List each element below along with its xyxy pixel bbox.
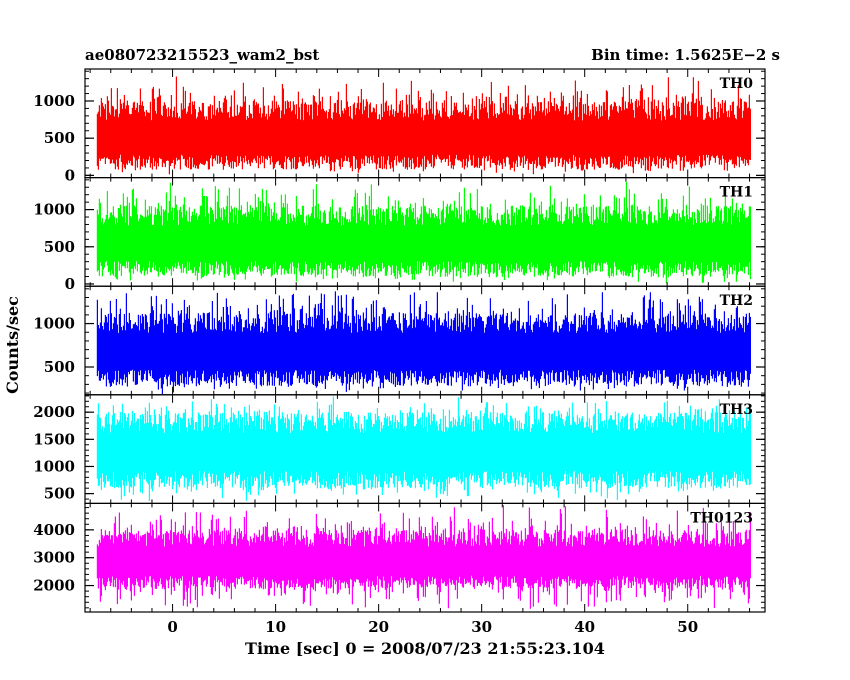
series-th1-trace [96,181,751,284]
x-axis-label: Time [sec] 0 = 2008/07/23 21:55:23.104 [245,639,605,658]
x-tick-label: 40 [574,618,595,636]
panel-th3-ytick-label: 1500 [33,430,75,448]
panel-th0-label: TH0 [720,76,754,92]
panel-th3-ytick-label: 1000 [33,457,75,475]
panel-th0123-ytick-label: 3000 [33,549,75,567]
panel-th3-ytick-label: 2000 [33,403,75,421]
panel-th1-ytick-label: 1000 [33,201,75,219]
panel-th1-ytick-label: 0 [65,275,75,293]
x-tick-label: 20 [368,618,389,636]
panel-th0123-ytick-label: 4000 [33,521,75,539]
panel-th0-ytick-label: 1000 [33,92,75,110]
panel-th0123-ytick-label: 2000 [33,577,75,595]
plot-title: ae080723215523_wam2_bst [85,46,319,64]
panels-group: TH005001000TH105001000TH25001000TH350010… [33,68,766,636]
x-tick-label: 50 [677,618,698,636]
panel-th0-ytick-label: 500 [44,129,75,147]
panel-th3-label: TH3 [720,402,753,418]
series-th2-trace [96,291,751,394]
y-axis-label: Counts/sec [3,296,22,394]
panel-th2-label: TH2 [720,293,753,309]
panel-th0123-label: TH0123 [690,510,753,526]
x-tick-label: 10 [265,618,286,636]
series-th0123-trace [96,505,751,609]
x-tick-label: 0 [167,618,177,636]
series-th3-trace [96,396,751,502]
panel-th2-ytick-label: 500 [44,358,75,376]
panel-th3-ytick-label: 500 [44,485,75,503]
bin-time-label: Bin time: 1.5625E−2 s [591,46,780,64]
panel-th2-ytick-label: 1000 [33,315,75,333]
panel-th1-ytick-label: 500 [44,238,75,256]
x-tick-label: 30 [471,618,492,636]
panel-th1-label: TH1 [720,185,753,201]
panel-th0-ytick-label: 0 [65,166,75,184]
series-th0-trace [96,76,751,175]
